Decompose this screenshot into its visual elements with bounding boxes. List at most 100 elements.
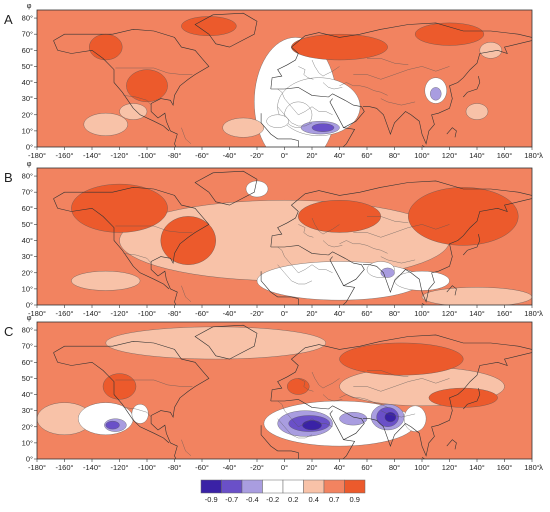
x-tick-label: -160° [55, 463, 73, 472]
x-axis-symbol: λ [539, 309, 543, 318]
contour-region-light [119, 103, 148, 120]
y-tick-label: 80° [22, 326, 33, 335]
x-tick-label: -40° [223, 151, 237, 160]
y-tick-label: 30° [22, 252, 33, 261]
country-border [353, 66, 450, 80]
country-border [367, 58, 409, 65]
coastline [446, 285, 457, 296]
country-border [367, 216, 409, 223]
country-border [339, 82, 388, 96]
coastline [362, 198, 532, 303]
coastline [463, 388, 481, 410]
x-tick-label: 20° [306, 151, 317, 160]
panel-label: C [4, 324, 13, 339]
x-axis-symbol: λ [539, 463, 543, 472]
country-border [123, 253, 152, 264]
x-tick-label: 40° [334, 151, 345, 160]
country-border [380, 98, 416, 106]
country-border [181, 127, 192, 144]
country-border [311, 217, 340, 235]
legend-label: 0.4 [309, 495, 319, 504]
legend-swatch [344, 479, 366, 494]
country-border [181, 285, 192, 302]
legend-label: 0.9 [350, 495, 360, 504]
country-border [277, 418, 313, 439]
country-border [277, 246, 333, 274]
x-tick-label: -80° [168, 151, 182, 160]
x-tick-label: -120° [110, 309, 128, 318]
x-tick-label: -140° [83, 463, 101, 472]
contour-region-dark [414, 22, 485, 46]
panel-label: B [4, 170, 13, 185]
contour-region-pale-blue [430, 87, 442, 101]
correlation-field [37, 10, 532, 147]
legend-label: -0.7 [225, 495, 238, 504]
contour-region-light [222, 117, 265, 138]
y-tick-label: 60° [22, 358, 33, 367]
x-axis-symbol: λ [539, 151, 543, 160]
contour-region-dark [71, 183, 168, 233]
coastline [329, 256, 344, 286]
country-border [298, 224, 314, 238]
contour-region-dark [102, 373, 137, 400]
x-tick-label: 80° [389, 151, 400, 160]
contour-region-light [465, 103, 489, 120]
country-border [353, 224, 450, 238]
country-border [311, 59, 340, 77]
x-tick-label: -80° [168, 309, 182, 318]
x-tick-label: -180° [28, 151, 46, 160]
legend-label: -0.2 [266, 495, 279, 504]
x-tick-label: -100° [138, 309, 156, 318]
coastline [53, 40, 170, 132]
y-tick-label: 50° [22, 374, 33, 383]
legend-swatch [303, 479, 325, 494]
country-border [277, 106, 313, 127]
coastline [194, 12, 258, 48]
country-border [339, 240, 388, 254]
country-border [123, 407, 152, 418]
y-tick-label: 80° [22, 14, 33, 23]
x-tick-label: 40° [334, 463, 345, 472]
map-panel-B: 0° 10° 20° 30° 40° 50° 60° 70° 80° φ -180° -160° -14… [4, 159, 543, 318]
map-panel-C: 0° 10° 20° 30° 40° 50° 60° 70° 80° φ -180° -160° -14… [4, 313, 543, 472]
coastline [270, 334, 532, 402]
y-tick-label: 70° [22, 188, 33, 197]
coastline [53, 28, 210, 147]
x-tick-label: 60° [361, 151, 372, 160]
coastline [194, 324, 258, 360]
contour-region-dark [181, 16, 237, 36]
x-tick-label: -20° [250, 309, 264, 318]
contour-region-dark-blue [384, 412, 397, 423]
coastlines [53, 324, 532, 459]
coastline [53, 352, 170, 444]
x-tick-label: -140° [83, 309, 101, 318]
x-tick-label: 80° [389, 463, 400, 472]
coastline [270, 87, 365, 147]
coastline [53, 186, 210, 305]
x-tick-label: -40° [223, 463, 237, 472]
y-tick-label: 40° [22, 390, 33, 399]
legend-swatch [221, 479, 243, 494]
y-tick-label: 0° [26, 143, 33, 152]
contour-region-dark [428, 387, 498, 408]
x-tick-label: 160° [497, 309, 513, 318]
contour-region-light [71, 270, 141, 291]
coastline [270, 22, 532, 90]
y-tick-label: 60° [22, 204, 33, 213]
contour-region-white [403, 405, 427, 432]
y-tick-label: 80° [22, 172, 33, 181]
country-border [123, 95, 152, 106]
coastline [260, 113, 299, 147]
x-tick-label: 100° [414, 309, 430, 318]
contour-region-light [83, 112, 128, 136]
y-tick-label: 10° [22, 284, 33, 293]
x-tick-label: -160° [55, 151, 73, 160]
x-tick-label: 100° [414, 463, 430, 472]
coastline [463, 76, 481, 98]
coastline [446, 439, 457, 450]
country-border [380, 256, 416, 264]
x-tick-label: -100° [138, 463, 156, 472]
legend-label: 0.7 [329, 495, 339, 504]
country-border [115, 67, 193, 75]
legend-label: -0.9 [205, 495, 218, 504]
